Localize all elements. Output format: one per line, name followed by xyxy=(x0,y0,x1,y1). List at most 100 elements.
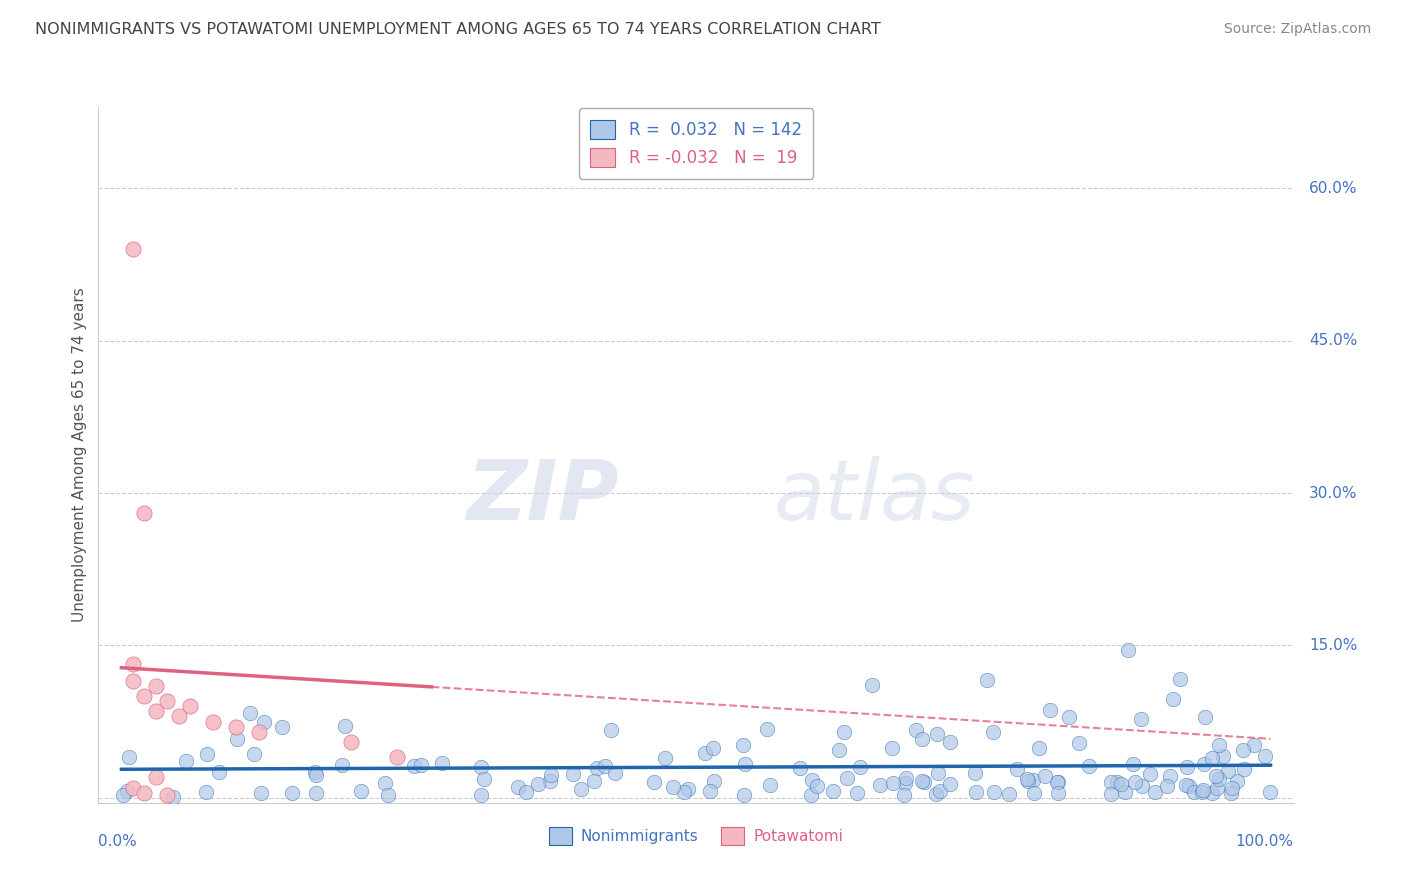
Point xyxy=(965,785,987,799)
Point xyxy=(860,678,883,692)
Point xyxy=(195,747,218,761)
Point xyxy=(1258,785,1281,799)
Point xyxy=(911,773,934,788)
Point xyxy=(599,723,621,737)
Text: 15.0%: 15.0% xyxy=(1309,638,1357,653)
Point xyxy=(927,766,949,780)
Point xyxy=(882,776,904,790)
Point xyxy=(122,673,145,688)
Point xyxy=(179,699,201,714)
Point xyxy=(115,784,138,798)
Point xyxy=(801,773,824,788)
Text: 30.0%: 30.0% xyxy=(1309,485,1358,500)
Point xyxy=(430,756,453,771)
Point xyxy=(281,786,304,800)
Text: 60.0%: 60.0% xyxy=(1309,181,1358,196)
Point xyxy=(1182,785,1205,799)
Point xyxy=(983,785,1005,799)
Point xyxy=(340,735,363,749)
Point xyxy=(145,679,167,693)
Point xyxy=(1168,673,1191,687)
Point xyxy=(1175,760,1198,774)
Text: atlas: atlas xyxy=(773,456,976,537)
Point xyxy=(893,788,915,802)
Point xyxy=(846,786,869,800)
Text: NONIMMIGRANTS VS POTAWATOMI UNEMPLOYMENT AMONG AGES 65 TO 74 YEARS CORRELATION C: NONIMMIGRANTS VS POTAWATOMI UNEMPLOYMENT… xyxy=(35,22,882,37)
Point xyxy=(374,776,396,790)
Point xyxy=(828,743,851,757)
Point xyxy=(226,731,249,746)
Point xyxy=(304,765,326,780)
Legend: Nonimmigrants, Potawatomi: Nonimmigrants, Potawatomi xyxy=(543,821,849,851)
Point xyxy=(911,732,934,747)
Point xyxy=(1191,784,1213,798)
Point xyxy=(145,771,167,785)
Point xyxy=(976,673,998,687)
Point xyxy=(118,750,141,764)
Point xyxy=(249,786,271,800)
Point xyxy=(1192,782,1215,797)
Point xyxy=(1233,762,1256,776)
Point xyxy=(673,785,696,799)
Point xyxy=(270,720,292,734)
Point xyxy=(1220,787,1243,801)
Point xyxy=(1243,738,1265,752)
Point xyxy=(1192,756,1215,771)
Point xyxy=(1123,774,1146,789)
Point xyxy=(404,758,426,772)
Point xyxy=(411,758,433,772)
Point xyxy=(1105,775,1128,789)
Point xyxy=(904,723,927,737)
Point xyxy=(1201,786,1223,800)
Point xyxy=(305,768,328,782)
Point xyxy=(731,738,754,752)
Point xyxy=(569,782,592,797)
Point xyxy=(1046,775,1069,789)
Point xyxy=(333,719,356,733)
Point xyxy=(882,740,904,755)
Point xyxy=(662,780,685,795)
Point xyxy=(247,724,270,739)
Y-axis label: Unemployment Among Ages 65 to 74 years: Unemployment Among Ages 65 to 74 years xyxy=(72,287,87,623)
Point xyxy=(1069,736,1091,750)
Point xyxy=(676,782,699,797)
Point xyxy=(1232,742,1254,756)
Point xyxy=(800,788,823,802)
Point xyxy=(1208,772,1230,787)
Point xyxy=(894,776,917,790)
Point xyxy=(869,779,891,793)
Point xyxy=(239,706,262,721)
Point xyxy=(562,767,585,781)
Point xyxy=(377,789,399,803)
Point xyxy=(925,727,948,741)
Point xyxy=(156,788,179,802)
Point xyxy=(849,760,872,774)
Point xyxy=(894,772,917,786)
Point xyxy=(755,722,778,736)
Point xyxy=(582,773,605,788)
Point xyxy=(1017,774,1039,789)
Point xyxy=(965,765,987,780)
Point xyxy=(925,788,948,802)
Point xyxy=(506,780,529,794)
Point xyxy=(122,657,145,671)
Point xyxy=(1077,759,1099,773)
Point xyxy=(1139,766,1161,780)
Point xyxy=(1161,692,1184,706)
Point xyxy=(1099,787,1122,801)
Point xyxy=(1159,769,1181,783)
Point xyxy=(1144,785,1167,799)
Point xyxy=(208,765,231,780)
Point xyxy=(122,242,145,256)
Text: 45.0%: 45.0% xyxy=(1309,333,1357,348)
Point xyxy=(593,759,616,773)
Point xyxy=(470,788,492,802)
Point xyxy=(1109,777,1132,791)
Point xyxy=(527,777,550,791)
Point xyxy=(472,772,495,786)
Text: Source: ZipAtlas.com: Source: ZipAtlas.com xyxy=(1223,22,1371,37)
Point xyxy=(1130,779,1153,793)
Point xyxy=(733,788,755,802)
Point xyxy=(385,750,409,764)
Point xyxy=(703,774,725,789)
